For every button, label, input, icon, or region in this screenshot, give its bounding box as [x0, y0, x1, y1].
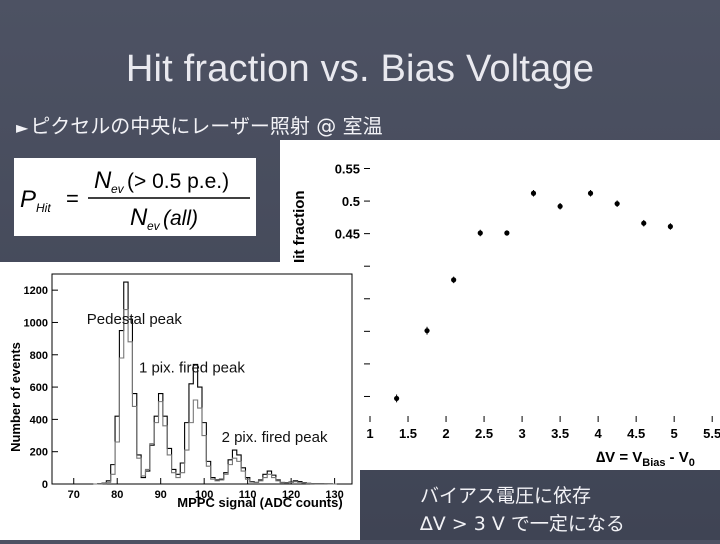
y-tick-label: 200: [30, 447, 48, 459]
hit-fraction-x-label: ∆V = VBias - V0: [596, 449, 695, 469]
histogram-series: [93, 281, 337, 485]
x-tick-label: 3: [518, 426, 525, 441]
x-tick-label: 1.5: [399, 426, 417, 441]
histogram-annotations: Pedestal peak 1 pix. fired peak 2 pix. fir…: [87, 311, 328, 446]
hit-fraction-axes: 0.20.250.30.350.40.450.50.5511.522.533.5…: [335, 162, 720, 441]
hit-fraction-points: [394, 190, 673, 403]
hit-fraction-y-label: Hit fraction: [291, 190, 308, 269]
data-point: [614, 201, 620, 207]
x-tick-label: 110: [239, 489, 257, 501]
x-label-tail-sub: 0: [689, 457, 695, 469]
x-tick-label: 120: [282, 489, 300, 501]
peak-annotation: 2 pix. fired peak: [222, 429, 328, 446]
x-tick-label: 130: [325, 489, 343, 501]
caption-line-2: ∆V > 3 V で一定になる: [420, 513, 625, 535]
data-point: [451, 277, 457, 283]
data-point: [587, 190, 594, 196]
caption: バイアス電圧に依存 ∆V > 3 V で一定になる: [420, 482, 625, 538]
x-tick-label: 5.5: [703, 426, 720, 441]
data-point: [557, 203, 563, 209]
data-point: [394, 395, 400, 402]
y-tick-label: 0.5: [342, 194, 360, 209]
formula: P Hit = N ev (> 0.5 p.e.) N ev (all): [20, 167, 250, 233]
histogram-x-label: MPPC signal (ADC counts): [177, 495, 342, 510]
x-tick-label: 1: [366, 426, 373, 441]
formula-lhs: P: [20, 186, 36, 213]
x-tick-label: 90: [155, 489, 167, 501]
y-tick-label: 600: [30, 382, 48, 394]
data-point: [477, 230, 483, 236]
formula-den-arg: (all): [163, 207, 198, 230]
y-tick-label: 400: [30, 414, 48, 426]
bullet-marker-icon: ►: [16, 118, 29, 137]
data-point: [424, 328, 430, 334]
bullet-text: ピクセルの中央にレーザー照射 @ 室温: [30, 114, 383, 138]
x-label-tail: - V: [670, 449, 689, 466]
y-tick-label: 1200: [24, 285, 48, 297]
formula-box: P Hit = N ev (> 0.5 p.e.) N ev (all): [14, 158, 256, 236]
formula-num-arg: (> 0.5 p.e.): [127, 170, 229, 193]
formula-den: N: [130, 204, 148, 231]
peak-annotation: Pedestal peak: [87, 311, 183, 328]
peak-annotation: 1 pix. fired peak: [139, 360, 245, 377]
y-tick-label: 0.55: [335, 162, 360, 177]
x-tick-label: 4: [595, 426, 603, 441]
x-label-main: ∆V = V: [596, 449, 642, 466]
x-label-sub: Bias: [642, 457, 665, 469]
y-tick-label: 1000: [24, 317, 48, 329]
data-point: [667, 223, 673, 230]
x-tick-label: 3.5: [551, 426, 569, 441]
adc-histogram: 0 200 400 600 800 1000 1200 70 80 90 100 110 120 130 …: [0, 262, 360, 540]
histogram-y-label: Number of events: [8, 342, 23, 452]
bullet-line: ► ピクセルの中央にレーザー照射 @ 室温: [16, 110, 383, 139]
x-tick-label: 5: [671, 426, 678, 441]
formula-lhs-sub: Hit: [36, 201, 51, 215]
y-tick-label: 0: [42, 479, 48, 491]
x-tick-label: 2.5: [475, 426, 493, 441]
data-point: [504, 230, 510, 236]
formula-num-sub: ev: [111, 182, 125, 196]
formula-den-sub: ev: [147, 219, 161, 233]
formula-equals: =: [66, 186, 79, 211]
x-tick-label: 70: [68, 489, 80, 501]
x-tick-label: 100: [195, 489, 213, 501]
data-point: [641, 220, 647, 226]
formula-num: N: [94, 167, 112, 194]
slide-title: Hit fraction vs. Bias Voltage: [125, 48, 595, 90]
histogram-axes: 0 200 400 600 800 1000 1200 70 80 90 100 110 120 130: [24, 273, 353, 501]
y-tick-label: 0.45: [335, 227, 360, 242]
caption-line-1: バイアス電圧に依存: [420, 485, 592, 507]
data-point: [530, 190, 537, 196]
x-tick-label: 80: [111, 489, 123, 501]
histogram-line: [93, 308, 337, 485]
y-tick-label: 800: [30, 350, 48, 362]
histogram-frame: [51, 273, 353, 485]
x-tick-label: 4.5: [627, 426, 645, 441]
x-tick-label: 2: [442, 426, 449, 441]
